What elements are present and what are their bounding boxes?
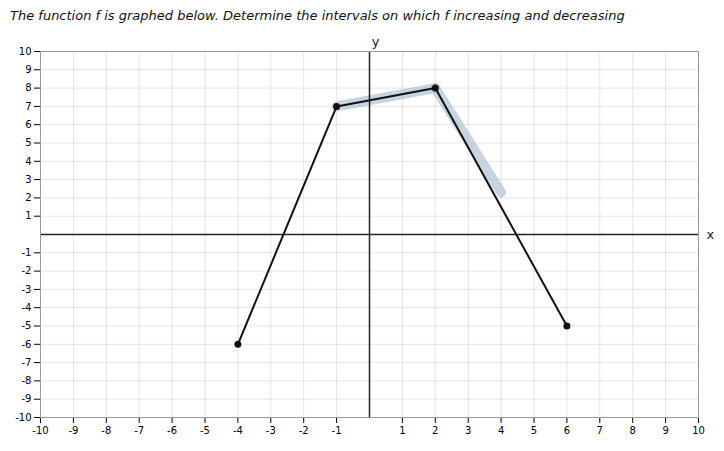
svg-text:-4: -4	[22, 302, 32, 313]
svg-text:-8: -8	[101, 424, 111, 435]
svg-text:-6: -6	[167, 424, 177, 435]
svg-text:5: 5	[531, 424, 537, 435]
svg-text:4: 4	[498, 424, 504, 435]
svg-text:6: 6	[25, 119, 31, 130]
svg-text:3: 3	[25, 174, 31, 185]
svg-text:1: 1	[25, 210, 31, 221]
svg-text:9: 9	[25, 64, 31, 75]
svg-text:-5: -5	[22, 320, 32, 331]
svg-text:8: 8	[630, 424, 636, 435]
svg-text:-7: -7	[134, 424, 144, 435]
svg-text:7: 7	[597, 424, 603, 435]
svg-text:-5: -5	[200, 424, 210, 435]
svg-text:4: 4	[25, 155, 31, 166]
svg-text:7: 7	[25, 100, 31, 111]
svg-text:-7: -7	[22, 357, 32, 368]
svg-text:1: 1	[399, 424, 405, 435]
svg-text:10: 10	[692, 424, 705, 435]
svg-text:8: 8	[25, 82, 31, 93]
svg-text:-1: -1	[22, 247, 32, 258]
svg-text:-6: -6	[22, 338, 32, 349]
svg-text:y: y	[372, 34, 380, 49]
svg-text:3: 3	[465, 424, 471, 435]
svg-text:-2: -2	[299, 424, 309, 435]
svg-text:2: 2	[432, 424, 438, 435]
svg-text:x: x	[707, 227, 715, 242]
svg-text:-4: -4	[233, 424, 243, 435]
svg-text:9: 9	[662, 424, 668, 435]
svg-text:-1: -1	[332, 424, 342, 435]
svg-text:-10: -10	[15, 412, 31, 423]
svg-text:-2: -2	[22, 265, 32, 276]
svg-text:-8: -8	[22, 375, 32, 386]
svg-text:5: 5	[25, 137, 31, 148]
svg-text:-10: -10	[32, 424, 48, 435]
svg-text:-9: -9	[68, 424, 78, 435]
svg-text:6: 6	[564, 424, 570, 435]
svg-text:10: 10	[19, 46, 32, 57]
svg-text:-3: -3	[22, 283, 32, 294]
svg-text:-9: -9	[22, 393, 32, 404]
html-text:The function f is graphed belo: The function f is graphed below. Determi…	[10, 8, 625, 23]
svg-text:2: 2	[25, 192, 31, 203]
svg-text:-3: -3	[266, 424, 276, 435]
